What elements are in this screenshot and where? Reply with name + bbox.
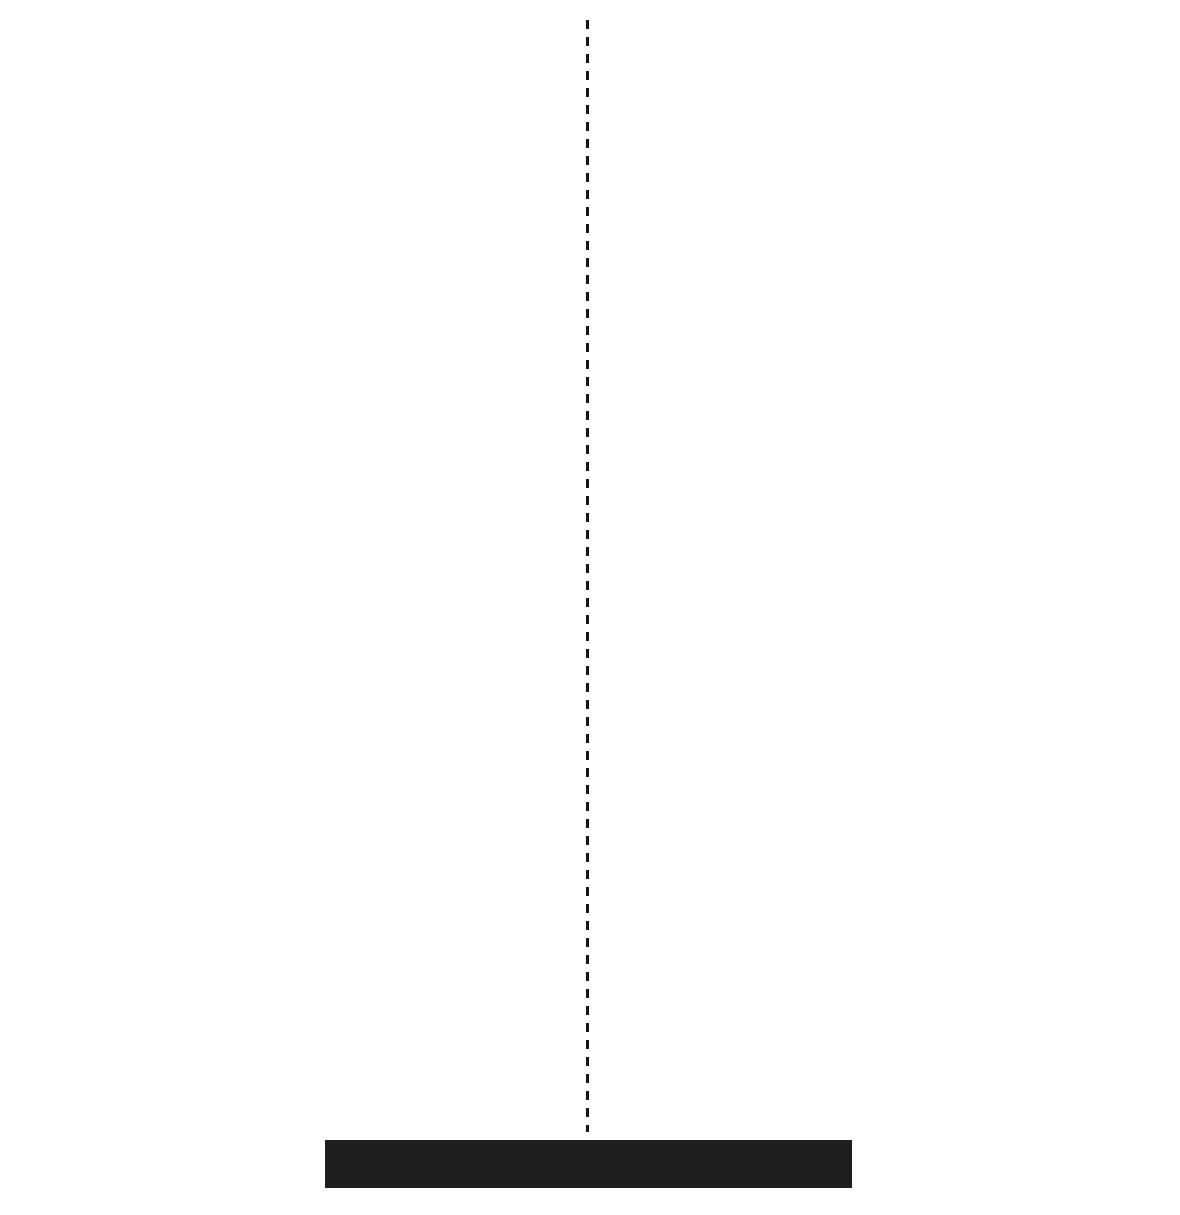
center-divider-line	[586, 20, 589, 1132]
stage	[325, 1140, 852, 1188]
